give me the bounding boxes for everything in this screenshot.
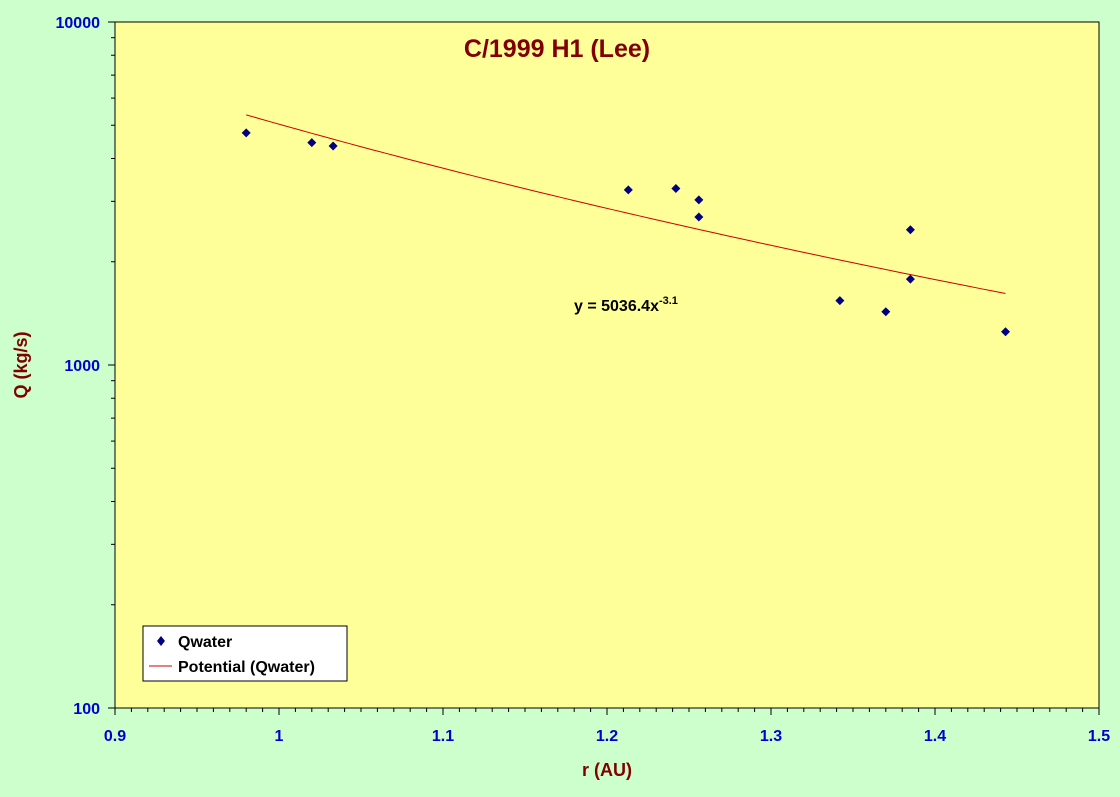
y-tick-label: 10000 [56,15,101,32]
x-tick-label: 1.2 [596,728,618,745]
x-tick-label: 1.3 [760,728,782,745]
data-point-qwater [881,307,891,317]
data-point-qwater [694,212,704,222]
data-point-qwater [694,195,704,205]
x-tick-label: 0.9 [104,728,126,745]
equation-exponent: -3.1 [659,295,678,307]
x-tick-label: 1.4 [924,728,946,745]
trendline-equation: y = 5036.4x-3.1 [574,295,678,315]
legend-label-potential: Potential (Qwater) [178,659,315,676]
legend-label-qwater: Qwater [178,634,232,651]
data-point-qwater [835,296,845,306]
x-tick-label: 1.5 [1088,728,1110,745]
trendline-layer [246,114,1006,295]
y-tick-label: 1000 [64,358,100,375]
data-point-qwater [671,184,681,194]
data-point-qwater [905,225,915,235]
data-point-qwater [328,141,338,151]
y-tick-label: 100 [73,701,100,718]
data-point-qwater [307,138,317,148]
legend-box [142,625,348,682]
chart-title: C/1999 H1 (Lee) [464,35,650,63]
y-axis-label: Q (kg/s) [11,331,31,398]
axis-ticks: 0.9 1 1.1 1.2 1.3 1.4 1.5 100 1000 10000 [56,15,1111,745]
trendline-potential [246,114,1006,295]
data-point-qwater [905,274,915,284]
data-points [241,128,1011,337]
x-axis-label: r (AU) [582,760,632,780]
data-point-qwater [1001,327,1011,337]
equation-base: y = 5036.4x [574,298,659,315]
data-point-qwater [241,128,251,138]
x-tick-label: 1 [275,728,284,745]
data-point-qwater [623,185,633,195]
plot-area [114,21,1100,709]
x-tick-label: 1.1 [432,728,454,745]
legend-marker-qwater [157,636,165,646]
legend: Qwater Potential (Qwater) [142,625,348,682]
